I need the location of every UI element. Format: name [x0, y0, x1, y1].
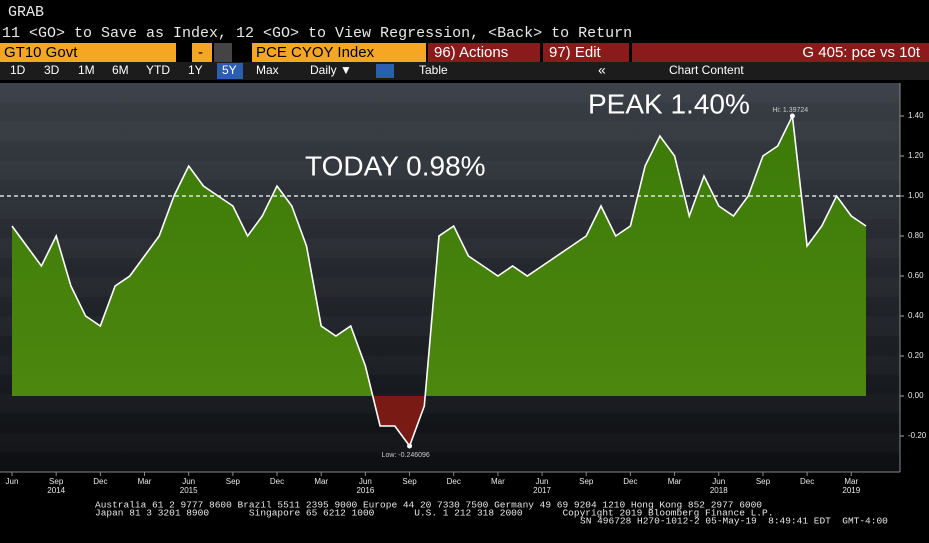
edit-button[interactable]: [543, 43, 629, 62]
band: [0, 122, 900, 141]
y-tick-label: -0.20: [908, 431, 927, 440]
active-range: [217, 63, 243, 79]
collapse-button[interactable]: «: [598, 62, 606, 78]
band: [0, 433, 900, 452]
range-button[interactable]: 5Y: [222, 63, 237, 77]
y-tick-label: 0.00: [908, 391, 924, 400]
high-marker: [789, 113, 795, 119]
x-tick-label: Mar: [668, 477, 682, 486]
x-tick-label: Sep: [226, 477, 241, 486]
x-tick-label: Sep: [579, 477, 594, 486]
x-tick-label: Jun: [6, 477, 19, 486]
y-tick-label: 0.40: [908, 311, 924, 320]
separator-field[interactable]: [192, 43, 212, 62]
range-button[interactable]: YTD: [146, 63, 170, 77]
security-field[interactable]: [0, 43, 176, 62]
low-marker: [407, 443, 413, 449]
year-label: 2019: [842, 486, 860, 495]
security-2: PCE CYOY Index: [256, 44, 375, 61]
separator: -: [198, 44, 203, 61]
table-button[interactable]: Table: [419, 63, 448, 77]
chart-icon[interactable]: [376, 64, 394, 78]
security-1: GT10 Govt: [4, 44, 78, 61]
frequency[interactable]: Daily ▼: [310, 63, 352, 77]
screen-name: GRAB: [8, 4, 44, 21]
x-tick-label: Sep: [402, 477, 417, 486]
range-button[interactable]: Max: [256, 63, 279, 77]
x-tick-label: Sep: [756, 477, 771, 486]
peak-annotation: PEAK 1.40%: [588, 88, 750, 119]
x-tick-label: Mar: [844, 477, 858, 486]
line: [11, 113, 867, 448]
band: [0, 83, 900, 102]
x-tick-label: Mar: [138, 477, 152, 486]
y-tick-label: 0.60: [908, 271, 924, 280]
range-button[interactable]: 1Y: [188, 63, 203, 77]
range-button[interactable]: 1D: [10, 63, 26, 77]
y-tick-label: 1.00: [908, 191, 924, 200]
command-message: 11 <GO> to Save as Index, 12 <GO> to Vie…: [2, 25, 632, 42]
x-tick-label: Dec: [93, 477, 107, 486]
y-tick-label: 1.20: [908, 151, 924, 160]
year-label: 2016: [356, 486, 374, 495]
x-tick-label: Dec: [800, 477, 814, 486]
band: [0, 394, 900, 413]
range-button[interactable]: 6M: [112, 63, 129, 77]
y-tick-label: 0.80: [908, 231, 924, 240]
x-tick-label: Jun: [182, 477, 195, 486]
dropdown[interactable]: [214, 43, 232, 62]
year-label: 2015: [180, 486, 198, 495]
security-field[interactable]: [252, 43, 426, 62]
chart-content-button[interactable]: Chart Content: [669, 63, 744, 77]
x-tick-label: Dec: [447, 477, 461, 486]
x-tick-label: Sep: [49, 477, 64, 486]
plot: -0.20 0.00 0.20 0.40 0.60 0.80 1.00 1.20 1.40 Hi:…: [0, 83, 927, 495]
x-tick-label: Jun: [712, 477, 725, 486]
page-title: G 405: pce vs 10t: [802, 44, 920, 61]
x-tick-label: Mar: [314, 477, 328, 486]
today-annotation: TODAY 0.98%: [305, 150, 486, 181]
high-label: Hi: 1.39724: [772, 107, 808, 114]
title-bar: [632, 43, 929, 62]
actions-button[interactable]: [428, 43, 540, 62]
x-tick-label: Dec: [270, 477, 284, 486]
x-tick-label: Dec: [623, 477, 637, 486]
low-label: Low: -0.246096: [382, 452, 430, 459]
year-label: 2018: [710, 486, 728, 495]
footer-line: SN 496728 H270-1012-2 05-May-19 8:49:41 …: [580, 516, 888, 527]
range-button[interactable]: 3D: [44, 63, 60, 77]
x-tick-label: Jun: [359, 477, 372, 486]
area-positive: [12, 116, 866, 396]
toolbar: [0, 62, 929, 80]
range-buttons: 1D 3D 1M 6M YTD 1Y 5Y Max: [10, 63, 279, 79]
x-tick-label: Mar: [491, 477, 505, 486]
x-tick-label: Jun: [536, 477, 549, 486]
actions-label: 96) Actions: [434, 44, 508, 61]
y-tick-label: 1.40: [908, 111, 924, 120]
footer-line: Japan 81 3 3201 8900 Singapore 65 6212 1…: [95, 508, 773, 519]
year-label: 2014: [47, 486, 65, 495]
footer-line: Australia 61 2 9777 8600 Brazil 5511 239…: [95, 500, 762, 511]
year-label: 2017: [533, 486, 551, 495]
range-button[interactable]: 1M: [78, 63, 95, 77]
y-tick-label: 0.20: [908, 351, 924, 360]
edit-label: 97) Edit: [549, 44, 602, 61]
